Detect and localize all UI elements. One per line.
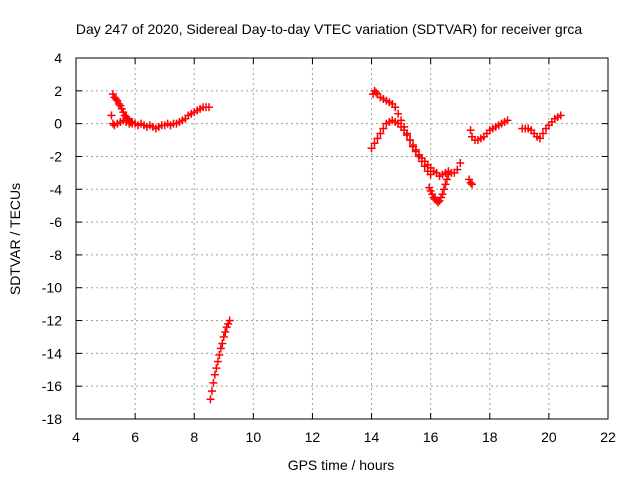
x-tick-label: 12 xyxy=(305,429,321,445)
data-point xyxy=(434,198,443,207)
data-point xyxy=(503,116,512,125)
data-point xyxy=(408,142,417,151)
data-point xyxy=(210,370,219,379)
data-point xyxy=(400,122,409,131)
data-point xyxy=(373,134,382,143)
data-point xyxy=(367,144,376,153)
data-point xyxy=(376,129,385,138)
data-point xyxy=(212,364,221,373)
y-tick-label: 4 xyxy=(54,50,62,66)
y-tick-label: -18 xyxy=(42,411,62,427)
data-point xyxy=(216,344,225,353)
x-tick-label: 4 xyxy=(72,429,80,445)
data-point xyxy=(405,136,414,145)
y-tick-label: -14 xyxy=(42,345,62,361)
data-point xyxy=(426,170,435,179)
y-tick-label: -12 xyxy=(42,313,62,329)
data-point xyxy=(397,116,406,125)
data-point xyxy=(439,185,448,194)
data-point xyxy=(536,134,545,143)
x-tick-label: 8 xyxy=(190,429,198,445)
data-point xyxy=(420,162,429,171)
y-tick-label: 0 xyxy=(54,116,62,132)
data-point xyxy=(221,328,230,337)
grid-lines xyxy=(76,58,608,419)
x-tick-label: 6 xyxy=(131,429,139,445)
data-point xyxy=(209,378,218,387)
y-tick-label: 2 xyxy=(54,83,62,99)
data-point xyxy=(468,180,477,189)
y-tick-label: -8 xyxy=(50,247,63,263)
data-points xyxy=(107,86,565,404)
data-point xyxy=(379,124,388,133)
x-tick-label: 14 xyxy=(364,429,380,445)
data-point xyxy=(411,147,420,156)
x-tick-label: 18 xyxy=(482,429,498,445)
data-point xyxy=(466,178,475,187)
chart-title: Day 247 of 2020, Sidereal Day-to-day VTE… xyxy=(76,21,582,37)
data-point xyxy=(394,109,403,118)
data-point xyxy=(215,351,224,360)
data-point xyxy=(438,190,447,199)
data-point xyxy=(370,139,379,148)
data-point xyxy=(453,165,462,174)
data-point xyxy=(225,316,234,325)
y-tick-label: -4 xyxy=(50,181,63,197)
data-point xyxy=(441,180,450,189)
data-point xyxy=(444,170,453,179)
data-point xyxy=(207,387,216,396)
data-series-4 xyxy=(425,170,453,207)
data-point xyxy=(391,103,400,112)
y-tick-label: -6 xyxy=(50,214,63,230)
data-point xyxy=(218,339,227,348)
x-tick-label: 10 xyxy=(246,429,262,445)
data-point xyxy=(107,111,116,120)
data-point xyxy=(213,357,222,366)
data-point xyxy=(403,129,412,138)
data-series-1 xyxy=(206,316,234,404)
data-point xyxy=(219,332,228,341)
data-point xyxy=(111,95,120,104)
data-point xyxy=(371,88,380,97)
data-point xyxy=(538,129,547,138)
x-tick-label: 22 xyxy=(600,429,616,445)
data-series-6 xyxy=(518,111,565,143)
data-point xyxy=(205,103,213,112)
data-series-3 xyxy=(369,86,435,179)
data-point xyxy=(466,126,475,135)
x-tick-label: 20 xyxy=(541,429,557,445)
data-point xyxy=(114,99,123,108)
data-point xyxy=(556,111,565,120)
data-series-5 xyxy=(465,116,512,189)
data-point xyxy=(206,395,215,404)
y-tick-label: -10 xyxy=(42,280,62,296)
x-tick-label: 16 xyxy=(423,429,439,445)
axis-ticks: 4 6 8 10 12 14 16 18 20 22-18-16-14-12-10-8-6-4-2… xyxy=(42,50,616,445)
data-point xyxy=(414,152,423,161)
data-point xyxy=(442,175,451,184)
data-point xyxy=(456,159,465,168)
data-series-0 xyxy=(107,90,213,133)
x-axis-label: GPS time / hours xyxy=(288,457,395,473)
y-axis-label: SDTVAR / TECUs xyxy=(7,183,23,295)
data-point xyxy=(417,157,426,166)
y-tick-label: -16 xyxy=(42,378,62,394)
y-tick-label: -2 xyxy=(50,148,63,164)
plot-frame xyxy=(75,57,609,420)
